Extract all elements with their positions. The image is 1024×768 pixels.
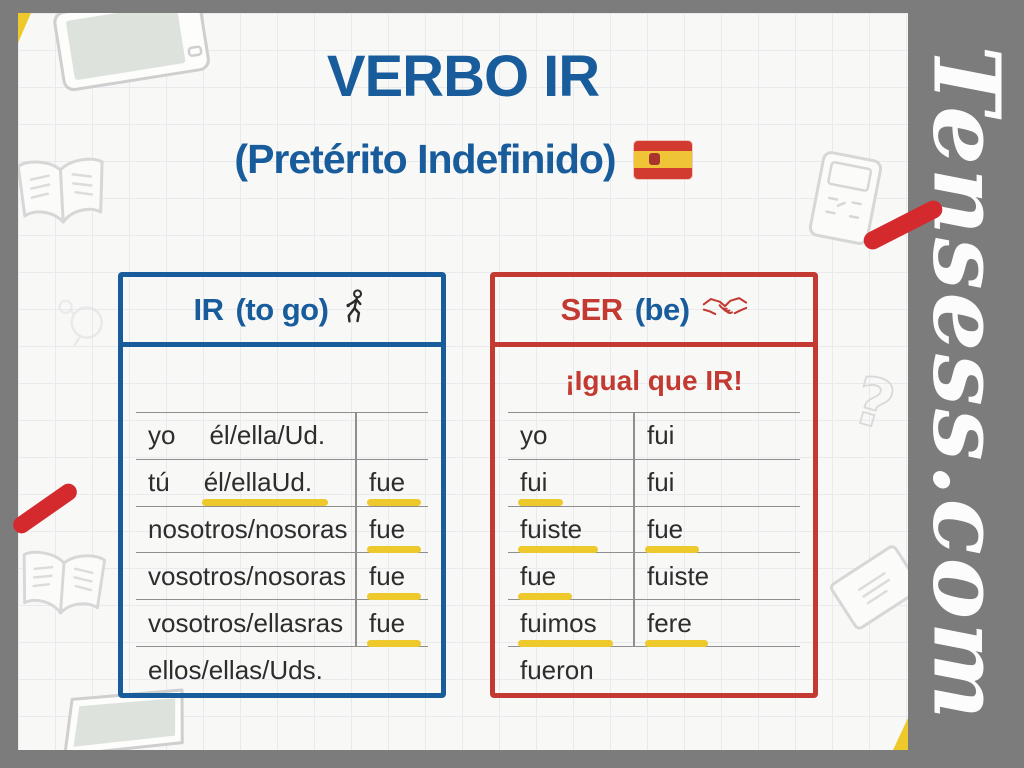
verb-form-cell: fue	[355, 467, 428, 507]
left-form-cell: fui	[508, 467, 633, 507]
spain-flag-icon	[633, 140, 692, 179]
open-book-icon	[18, 540, 113, 643]
pronoun-text: yo	[148, 420, 176, 451]
pronoun-extra-text: él/ella/Ud.	[209, 420, 326, 451]
right-form-cell: fuiste	[633, 561, 800, 592]
left-form-cell: fuimos	[508, 607, 633, 647]
pronoun-cell: yo él/ella/Ud.	[136, 420, 355, 451]
conjugation-row: fuiste fue	[508, 505, 800, 554]
page-subtitle: (Pretérito Indefinido)	[234, 136, 616, 182]
conjugation-row: yo él/ella/Ud.	[136, 412, 428, 459]
ser-note: ¡Igual que IR!	[565, 365, 743, 396]
conjugation-row: tú él/ellaUd. fue	[136, 458, 428, 507]
right-form-cell: fui	[633, 420, 800, 451]
watermark-band: Tensess.com	[908, 0, 1024, 768]
column-divider	[355, 412, 357, 646]
pronoun-cell: vosotros/ellasras	[136, 608, 355, 639]
verb-form-cell: fue	[355, 560, 428, 600]
pronoun-text: vosotros/nosoras	[148, 560, 346, 591]
pronoun-cell: vosotros/nosoras	[136, 561, 355, 592]
column-divider	[633, 412, 635, 646]
pronoun-text: tú	[148, 467, 170, 498]
pronoun-cell: ellos/ellas/Uds.	[136, 655, 355, 686]
right-form-text: fuiste	[647, 560, 710, 591]
verb-form-text: fue	[366, 560, 422, 600]
pronoun-text: vosotros/ellasras	[148, 607, 344, 638]
worksheet-page: ? VERBO IR (Pretérito Indefinido) IR	[18, 13, 908, 750]
left-form-text: yo	[520, 420, 548, 451]
ser-table-header: SER (be)	[495, 277, 813, 347]
conjugation-row: ellos/ellas/Uds.	[136, 646, 428, 693]
left-form-cell: fuiste	[508, 514, 633, 554]
question-mark-icon: ?	[829, 353, 908, 461]
page-title: VERBO IR	[326, 44, 600, 109]
walking-person-icon	[340, 288, 370, 331]
ser-table-body: yo fui fui fui fuiste fue fue fuiste fui…	[495, 412, 813, 693]
corner-wedge	[18, 13, 31, 43]
conjugation-row: vosotros/nosoras fue	[136, 552, 428, 600]
right-form-cell: fui	[633, 467, 800, 498]
magnifier-icon	[42, 289, 115, 362]
conjugation-row: nosotros/nosoras fue	[136, 505, 428, 554]
ir-conjugation-table: IR (to go) yo él/ella/U	[118, 272, 446, 698]
corner-wedge	[893, 718, 908, 750]
left-form-cell: fueron	[508, 655, 633, 686]
right-form-text: fere	[645, 607, 708, 647]
ser-verb-label: SER	[560, 291, 623, 327]
left-form-text: fuiste	[517, 514, 599, 554]
left-form-text: fueron	[520, 654, 594, 685]
ser-translation-label: (be)	[634, 291, 690, 327]
left-form-cell: yo	[508, 420, 633, 451]
verb-form-text: fue	[366, 607, 422, 647]
conjugation-row: fueron	[508, 646, 800, 693]
right-form-text: fui	[647, 467, 675, 498]
ser-conjugation-table: SER (be) ¡Igual que IR!	[490, 272, 818, 698]
right-form-cell: fue	[633, 514, 800, 554]
envelope-icon	[825, 541, 908, 638]
watermark-text: Tensess.com	[912, 45, 1020, 723]
ir-table-header: IR (to go)	[123, 277, 441, 347]
conjugation-row: fuimos fere	[508, 599, 800, 647]
pronoun-cell: nosotros/nosoras	[136, 514, 355, 545]
ir-table-body: yo él/ella/Ud. tú él/ellaUd. fue nosotro…	[123, 412, 441, 693]
conjugation-row: yo fui	[508, 412, 800, 459]
conjugation-row: vosotros/ellasras fue	[136, 599, 428, 647]
svg-text:?: ?	[845, 361, 903, 446]
pronoun-text: nosotros/nosoras	[148, 514, 348, 545]
right-form-text: fui	[647, 420, 675, 451]
right-form-cell: fere	[633, 607, 800, 647]
left-form-text: fui	[517, 467, 565, 507]
verb-form-text: fue	[366, 514, 422, 554]
pronoun-extra-text: él/ellaUd.	[201, 467, 329, 507]
pronoun-text: ellos/ellas/Uds.	[148, 654, 323, 685]
right-form-text: fue	[644, 514, 700, 554]
pronoun-cell: tú él/ellaUd.	[136, 467, 355, 507]
verb-form-cell: fue	[355, 607, 428, 647]
left-form-cell: fue	[508, 560, 633, 600]
page-subtitle-row: (Pretérito Indefinido)	[18, 136, 908, 183]
left-form-text: fue	[517, 560, 573, 600]
conjugation-row: fui fui	[508, 458, 800, 507]
left-form-text: fuimos	[518, 607, 613, 647]
conjugation-row: fue fuiste	[508, 552, 800, 600]
ir-translation-label: (to go)	[235, 291, 329, 327]
verb-form-text: fue	[366, 467, 422, 507]
ir-verb-label: IR	[193, 291, 225, 327]
verb-form-cell: fue	[355, 514, 428, 554]
handshake-icon	[702, 292, 748, 327]
